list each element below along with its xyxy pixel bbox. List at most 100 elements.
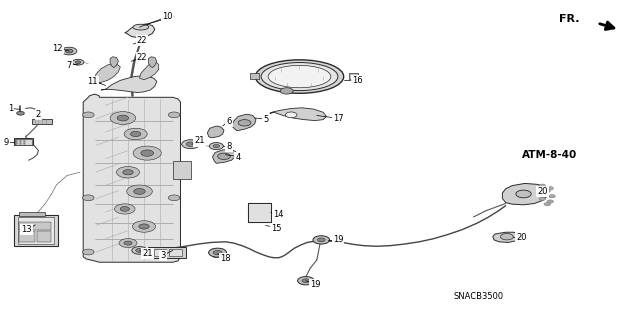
Text: 21: 21 [142, 249, 152, 258]
Circle shape [213, 250, 222, 255]
Text: 4: 4 [236, 153, 241, 162]
Circle shape [218, 153, 230, 160]
Circle shape [19, 139, 22, 141]
Polygon shape [95, 64, 120, 83]
Text: |: | [287, 82, 288, 86]
Polygon shape [148, 57, 157, 68]
Polygon shape [125, 24, 155, 38]
Text: 22: 22 [137, 53, 147, 62]
Circle shape [516, 190, 531, 198]
Polygon shape [270, 108, 326, 121]
Bar [14, 138, 33, 145]
Bar [19, 231, 35, 242]
Text: 20: 20 [538, 187, 548, 196]
Text: 12: 12 [52, 44, 63, 53]
Circle shape [168, 195, 180, 201]
Bar [14, 215, 58, 246]
Circle shape [544, 189, 550, 193]
Bar [148, 247, 186, 258]
Text: FR.: FR. [559, 14, 579, 24]
Bar [32, 119, 52, 124]
Circle shape [547, 200, 554, 203]
Polygon shape [207, 126, 224, 138]
Bar [173, 161, 191, 179]
Ellipse shape [268, 65, 331, 88]
Text: 10: 10 [163, 12, 173, 21]
Text: 6: 6 [227, 117, 232, 126]
Circle shape [17, 111, 24, 115]
Polygon shape [140, 61, 159, 80]
Bar [19, 222, 51, 230]
Text: |: | [275, 76, 276, 80]
Circle shape [298, 277, 314, 285]
Circle shape [132, 247, 147, 254]
Circle shape [127, 185, 152, 198]
Text: 2: 2 [36, 110, 41, 119]
Circle shape [19, 141, 22, 143]
Bar [250, 73, 259, 79]
Bar [37, 231, 51, 242]
Polygon shape [502, 183, 547, 205]
Text: 13: 13 [22, 225, 32, 234]
Circle shape [313, 236, 330, 244]
Polygon shape [101, 76, 157, 93]
Text: 19: 19 [333, 235, 343, 244]
Circle shape [547, 187, 554, 190]
Text: 16: 16 [352, 76, 362, 85]
Text: 9: 9 [4, 138, 9, 147]
Bar [248, 203, 271, 222]
Circle shape [134, 189, 145, 194]
Circle shape [65, 49, 73, 53]
Bar [18, 217, 54, 244]
Circle shape [119, 239, 137, 248]
Circle shape [23, 139, 26, 141]
Text: 8: 8 [227, 142, 232, 151]
Text: 20: 20 [516, 233, 527, 242]
Circle shape [209, 143, 223, 150]
Text: 17: 17 [333, 114, 343, 123]
Circle shape [117, 115, 129, 121]
Circle shape [209, 248, 227, 257]
Circle shape [213, 145, 220, 148]
Circle shape [285, 112, 297, 118]
Circle shape [83, 112, 94, 118]
Circle shape [83, 195, 94, 201]
Circle shape [168, 112, 180, 118]
Text: 11: 11 [88, 77, 98, 86]
Polygon shape [493, 232, 520, 242]
Circle shape [120, 207, 129, 211]
Circle shape [302, 279, 310, 283]
Circle shape [500, 234, 513, 240]
Circle shape [139, 224, 149, 229]
Circle shape [124, 241, 132, 245]
Ellipse shape [133, 24, 149, 30]
Circle shape [238, 120, 251, 126]
Text: |: | [317, 69, 319, 73]
Circle shape [83, 249, 94, 255]
Circle shape [72, 59, 84, 65]
Text: 22: 22 [137, 36, 147, 45]
Text: ATM-8-40: ATM-8-40 [522, 150, 577, 160]
Circle shape [539, 197, 545, 200]
Circle shape [110, 112, 136, 124]
Circle shape [186, 142, 195, 146]
Circle shape [141, 150, 154, 156]
Circle shape [124, 128, 147, 140]
Bar [15, 139, 32, 145]
Polygon shape [83, 94, 180, 262]
Polygon shape [212, 149, 236, 163]
Circle shape [115, 204, 135, 214]
Circle shape [549, 195, 556, 198]
Text: 15: 15 [271, 224, 282, 233]
Circle shape [539, 184, 545, 187]
Circle shape [541, 192, 547, 195]
Circle shape [23, 143, 26, 145]
Circle shape [116, 167, 140, 178]
Bar [19, 212, 45, 216]
Circle shape [182, 140, 200, 149]
Circle shape [168, 249, 180, 255]
Ellipse shape [255, 60, 344, 93]
Circle shape [15, 139, 18, 141]
Circle shape [131, 131, 141, 137]
Circle shape [544, 203, 550, 206]
